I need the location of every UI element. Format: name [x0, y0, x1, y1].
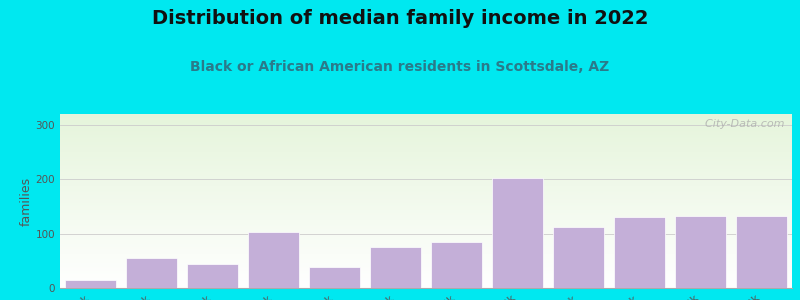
Y-axis label: families: families	[20, 176, 33, 226]
Bar	[370, 247, 422, 288]
Text: Black or African American residents in Scottsdale, AZ: Black or African American residents in S…	[190, 60, 610, 74]
Text: City-Data.com: City-Data.com	[698, 119, 785, 129]
Bar	[614, 217, 666, 288]
Bar	[65, 280, 117, 288]
Bar	[674, 216, 726, 288]
Bar	[553, 226, 605, 288]
Bar	[491, 178, 543, 288]
Bar	[735, 216, 787, 288]
Bar	[186, 263, 238, 288]
Bar	[309, 267, 361, 288]
Bar	[247, 232, 299, 288]
Text: Distribution of median family income in 2022: Distribution of median family income in …	[152, 9, 648, 28]
Bar	[126, 258, 178, 288]
Bar	[430, 242, 482, 288]
